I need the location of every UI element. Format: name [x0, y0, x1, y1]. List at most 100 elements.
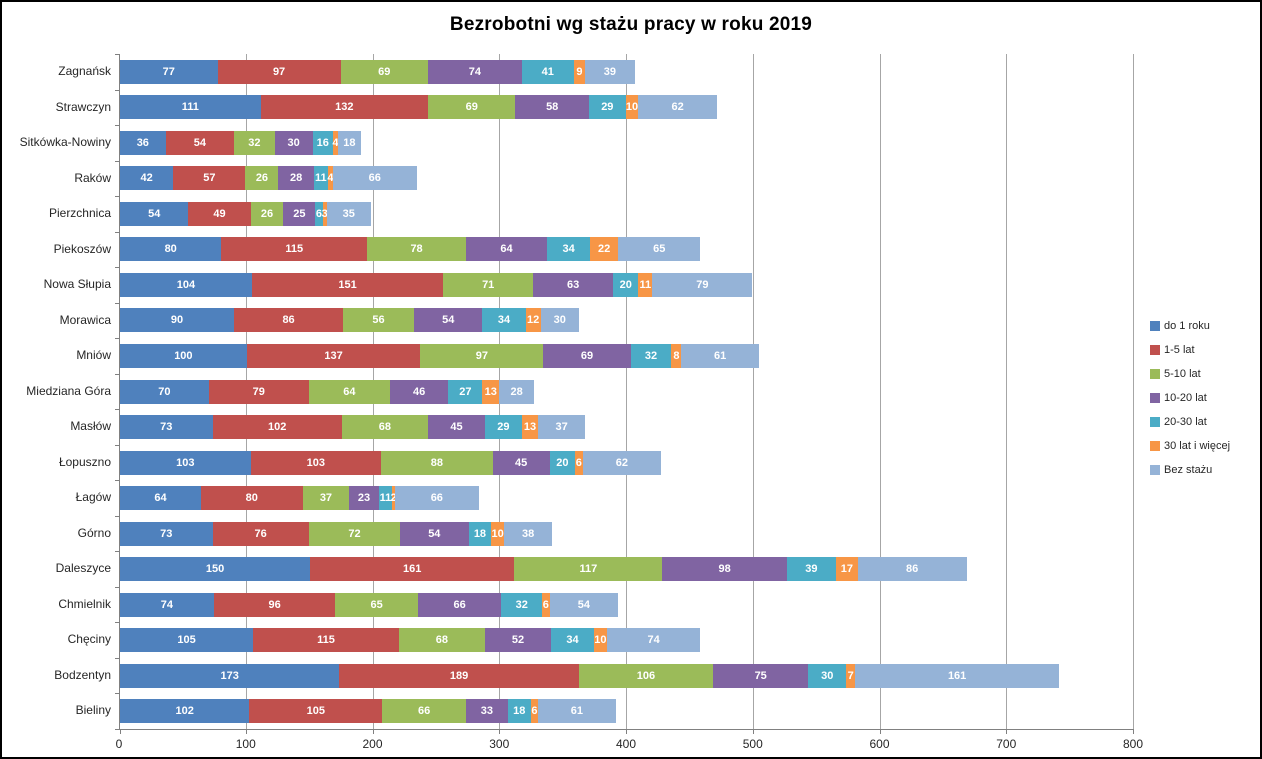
y-axis-tick	[115, 729, 120, 730]
bar-segment: 105	[120, 628, 254, 653]
category-label: Miedziana Góra	[26, 383, 111, 398]
bar-segment: 103	[250, 450, 382, 475]
bar-segment: 64	[120, 486, 202, 511]
bar-segment: 115	[253, 628, 399, 653]
bar-segment: 18	[468, 521, 492, 546]
bar-row: 105 115 68 52 34 10 74	[120, 628, 701, 653]
y-axis-tick	[115, 161, 120, 162]
category-label: Bodzentyn	[54, 667, 111, 682]
bar-segment: 161	[310, 557, 515, 582]
bar-segment: 39	[585, 59, 635, 84]
bar-row: 80 115 78 64 34 22 65	[120, 237, 701, 262]
bar-segment: 6	[575, 450, 583, 475]
bar-segment: 35	[326, 201, 371, 226]
x-axis-label: 700	[996, 737, 1017, 751]
bar-segment: 29	[588, 95, 626, 120]
bar-segment: 79	[208, 379, 309, 404]
bar-segment: 13	[521, 415, 539, 440]
bar-segment: 6	[530, 699, 539, 724]
gridline	[1133, 54, 1134, 729]
legend-swatch	[1150, 345, 1160, 355]
bar-row: 103 103 88 45 20 6 62	[120, 450, 662, 475]
x-axis-label: 300	[489, 737, 510, 751]
category-label: Chęciny	[67, 632, 111, 647]
gridline	[1006, 54, 1008, 729]
bar-segment: 22	[590, 237, 619, 262]
bar-segment: 3	[322, 201, 328, 226]
bar-segment: 28	[278, 166, 314, 191]
bar-segment: 102	[120, 699, 250, 724]
legend-item: 20-30 lat	[1150, 410, 1230, 434]
bar-segment: 17	[836, 557, 858, 582]
bar-segment: 4	[332, 130, 338, 155]
bar-segment: 32	[234, 130, 275, 155]
x-axis-tick	[1006, 729, 1008, 734]
y-axis-tick	[115, 658, 120, 659]
bar-segment: 132	[260, 95, 428, 120]
bar-segment: 20	[613, 272, 639, 297]
y-axis-tick	[115, 480, 120, 481]
category-label: Raków	[74, 170, 111, 185]
bar-segment: 66	[332, 166, 417, 191]
bar-segment: 37	[302, 486, 350, 511]
bar-segment: 4	[327, 166, 333, 191]
legend: do 1 roku 1-5 lat 5-10 lat 10-20 lat 20-30 l…	[1150, 314, 1230, 482]
bar-segment: 16	[312, 130, 333, 155]
legend-item: do 1 roku	[1150, 314, 1230, 338]
bar-segment: 26	[245, 166, 279, 191]
category-label: Pierzchnica	[48, 206, 111, 221]
bar-segment: 161	[855, 663, 1060, 688]
category-label: Łagów	[75, 490, 111, 505]
bar-segment: 75	[713, 663, 809, 688]
bar-segment: 30	[808, 663, 847, 688]
bar-segment: 56	[343, 308, 415, 333]
bar-segment: 150	[120, 557, 311, 582]
bar-segment: 46	[389, 379, 449, 404]
y-axis-tick	[115, 587, 120, 588]
category-label: Chmielnik	[58, 596, 111, 611]
bar-segment: 61	[538, 699, 616, 724]
x-axis-label: 600	[869, 737, 890, 751]
bar-segment: 9	[573, 59, 586, 84]
bar-segment: 173	[120, 663, 340, 688]
bar-segment: 102	[212, 415, 342, 440]
legend-swatch	[1150, 369, 1160, 379]
bar-row: 54 49 26 25 6 3 35	[120, 201, 371, 226]
bar-segment: 69	[340, 59, 428, 84]
y-axis-tick	[115, 374, 120, 375]
bar-row: 102 105 66 33 18 6 61	[120, 699, 616, 724]
x-axis-tick	[120, 729, 121, 734]
bar-segment: 45	[427, 415, 486, 440]
bar-segment: 28	[498, 379, 535, 404]
bar-segment: 65	[618, 237, 701, 262]
legend-item: 10-20 lat	[1150, 386, 1230, 410]
bar-segment: 30	[540, 308, 579, 333]
x-axis-tick	[879, 729, 881, 734]
bar-segment: 111	[120, 95, 261, 120]
bar-segment: 151	[251, 272, 444, 297]
category-label: Piekoszów	[53, 241, 111, 256]
bar-row: 150 161 117 98 39 17 86	[120, 557, 967, 582]
bar-row: 90 86 56 54 34 12 30	[120, 308, 579, 333]
bar-segment: 66	[395, 486, 479, 511]
y-axis-tick	[115, 516, 120, 517]
bar-segment: 74	[120, 592, 214, 617]
bar-segment: 58	[515, 95, 589, 120]
x-axis-label: 200	[362, 737, 383, 751]
bar-segment: 86	[234, 308, 344, 333]
bar-segment: 96	[213, 592, 336, 617]
bar-segment: 29	[485, 415, 522, 440]
y-axis-tick	[115, 196, 120, 197]
bar-segment: 42	[120, 166, 174, 191]
y-axis-tick	[115, 232, 120, 233]
bar-segment: 13	[482, 379, 499, 404]
bar-segment: 52	[485, 628, 551, 653]
bar-row: 173 189 106 75 30 7 161	[120, 663, 1060, 688]
bar-segment: 32	[630, 343, 672, 368]
chart-title: Bezrobotni wg stażu pracy w roku 2019	[449, 14, 813, 35]
bar-segment: 90	[120, 308, 235, 333]
y-axis-tick	[115, 125, 120, 126]
bar-segment: 69	[543, 343, 631, 368]
bar-segment: 62	[582, 450, 662, 475]
category-label: Strawczyn	[55, 99, 111, 114]
